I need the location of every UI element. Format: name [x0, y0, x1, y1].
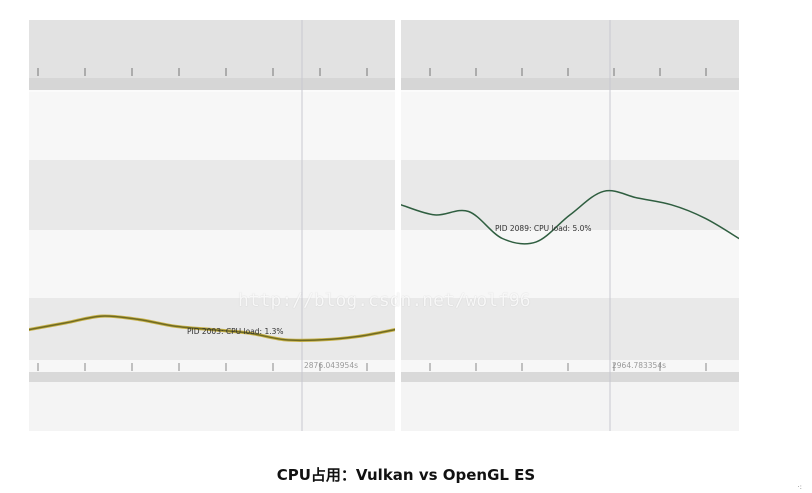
cpu-load-line [29, 315, 395, 342]
figure-caption: CPU占用：Vulkan vs OpenGL ES [276, 466, 536, 484]
track-band [29, 372, 395, 382]
track-band [401, 78, 739, 90]
track-band [29, 360, 395, 372]
track-band [29, 78, 395, 90]
track-band [29, 90, 395, 92]
cursor-timestamp: 2964.783354s [612, 361, 666, 370]
track-band [401, 372, 739, 382]
panel-divider [395, 20, 401, 431]
track-band [401, 298, 739, 360]
track-band [29, 382, 395, 431]
corner-mark: ·: [797, 483, 802, 491]
cpu-load-line [401, 189, 739, 245]
track-band [29, 160, 395, 230]
track-band [401, 20, 739, 78]
track-band [401, 90, 739, 92]
vulkan-trace-panel: PID 2003: CPU load: 1.3% 2876.043954s [29, 20, 395, 431]
cpu-load-annotation: PID 2003: CPU load: 1.3% [187, 327, 284, 336]
track-band [401, 230, 739, 298]
cursor-timestamp: 2876.043954s [304, 361, 358, 370]
vulkan-cpu-chart: PID 2003: CPU load: 1.3% 2876.043954s [29, 20, 395, 431]
track-band [29, 92, 395, 160]
opengl-cpu-chart: PID 2089: CPU load: 5.0% 2964.783354s [401, 20, 739, 431]
cpu-load-annotation: PID 2089: CPU load: 5.0% [495, 224, 592, 233]
track-band [401, 360, 739, 372]
opengl-trace-panel: PID 2089: CPU load: 5.0% 2964.783354s [401, 20, 739, 431]
track-band [401, 160, 739, 230]
track-band [29, 230, 395, 298]
track-band [401, 92, 739, 160]
track-band [29, 20, 395, 78]
track-band [401, 382, 739, 431]
